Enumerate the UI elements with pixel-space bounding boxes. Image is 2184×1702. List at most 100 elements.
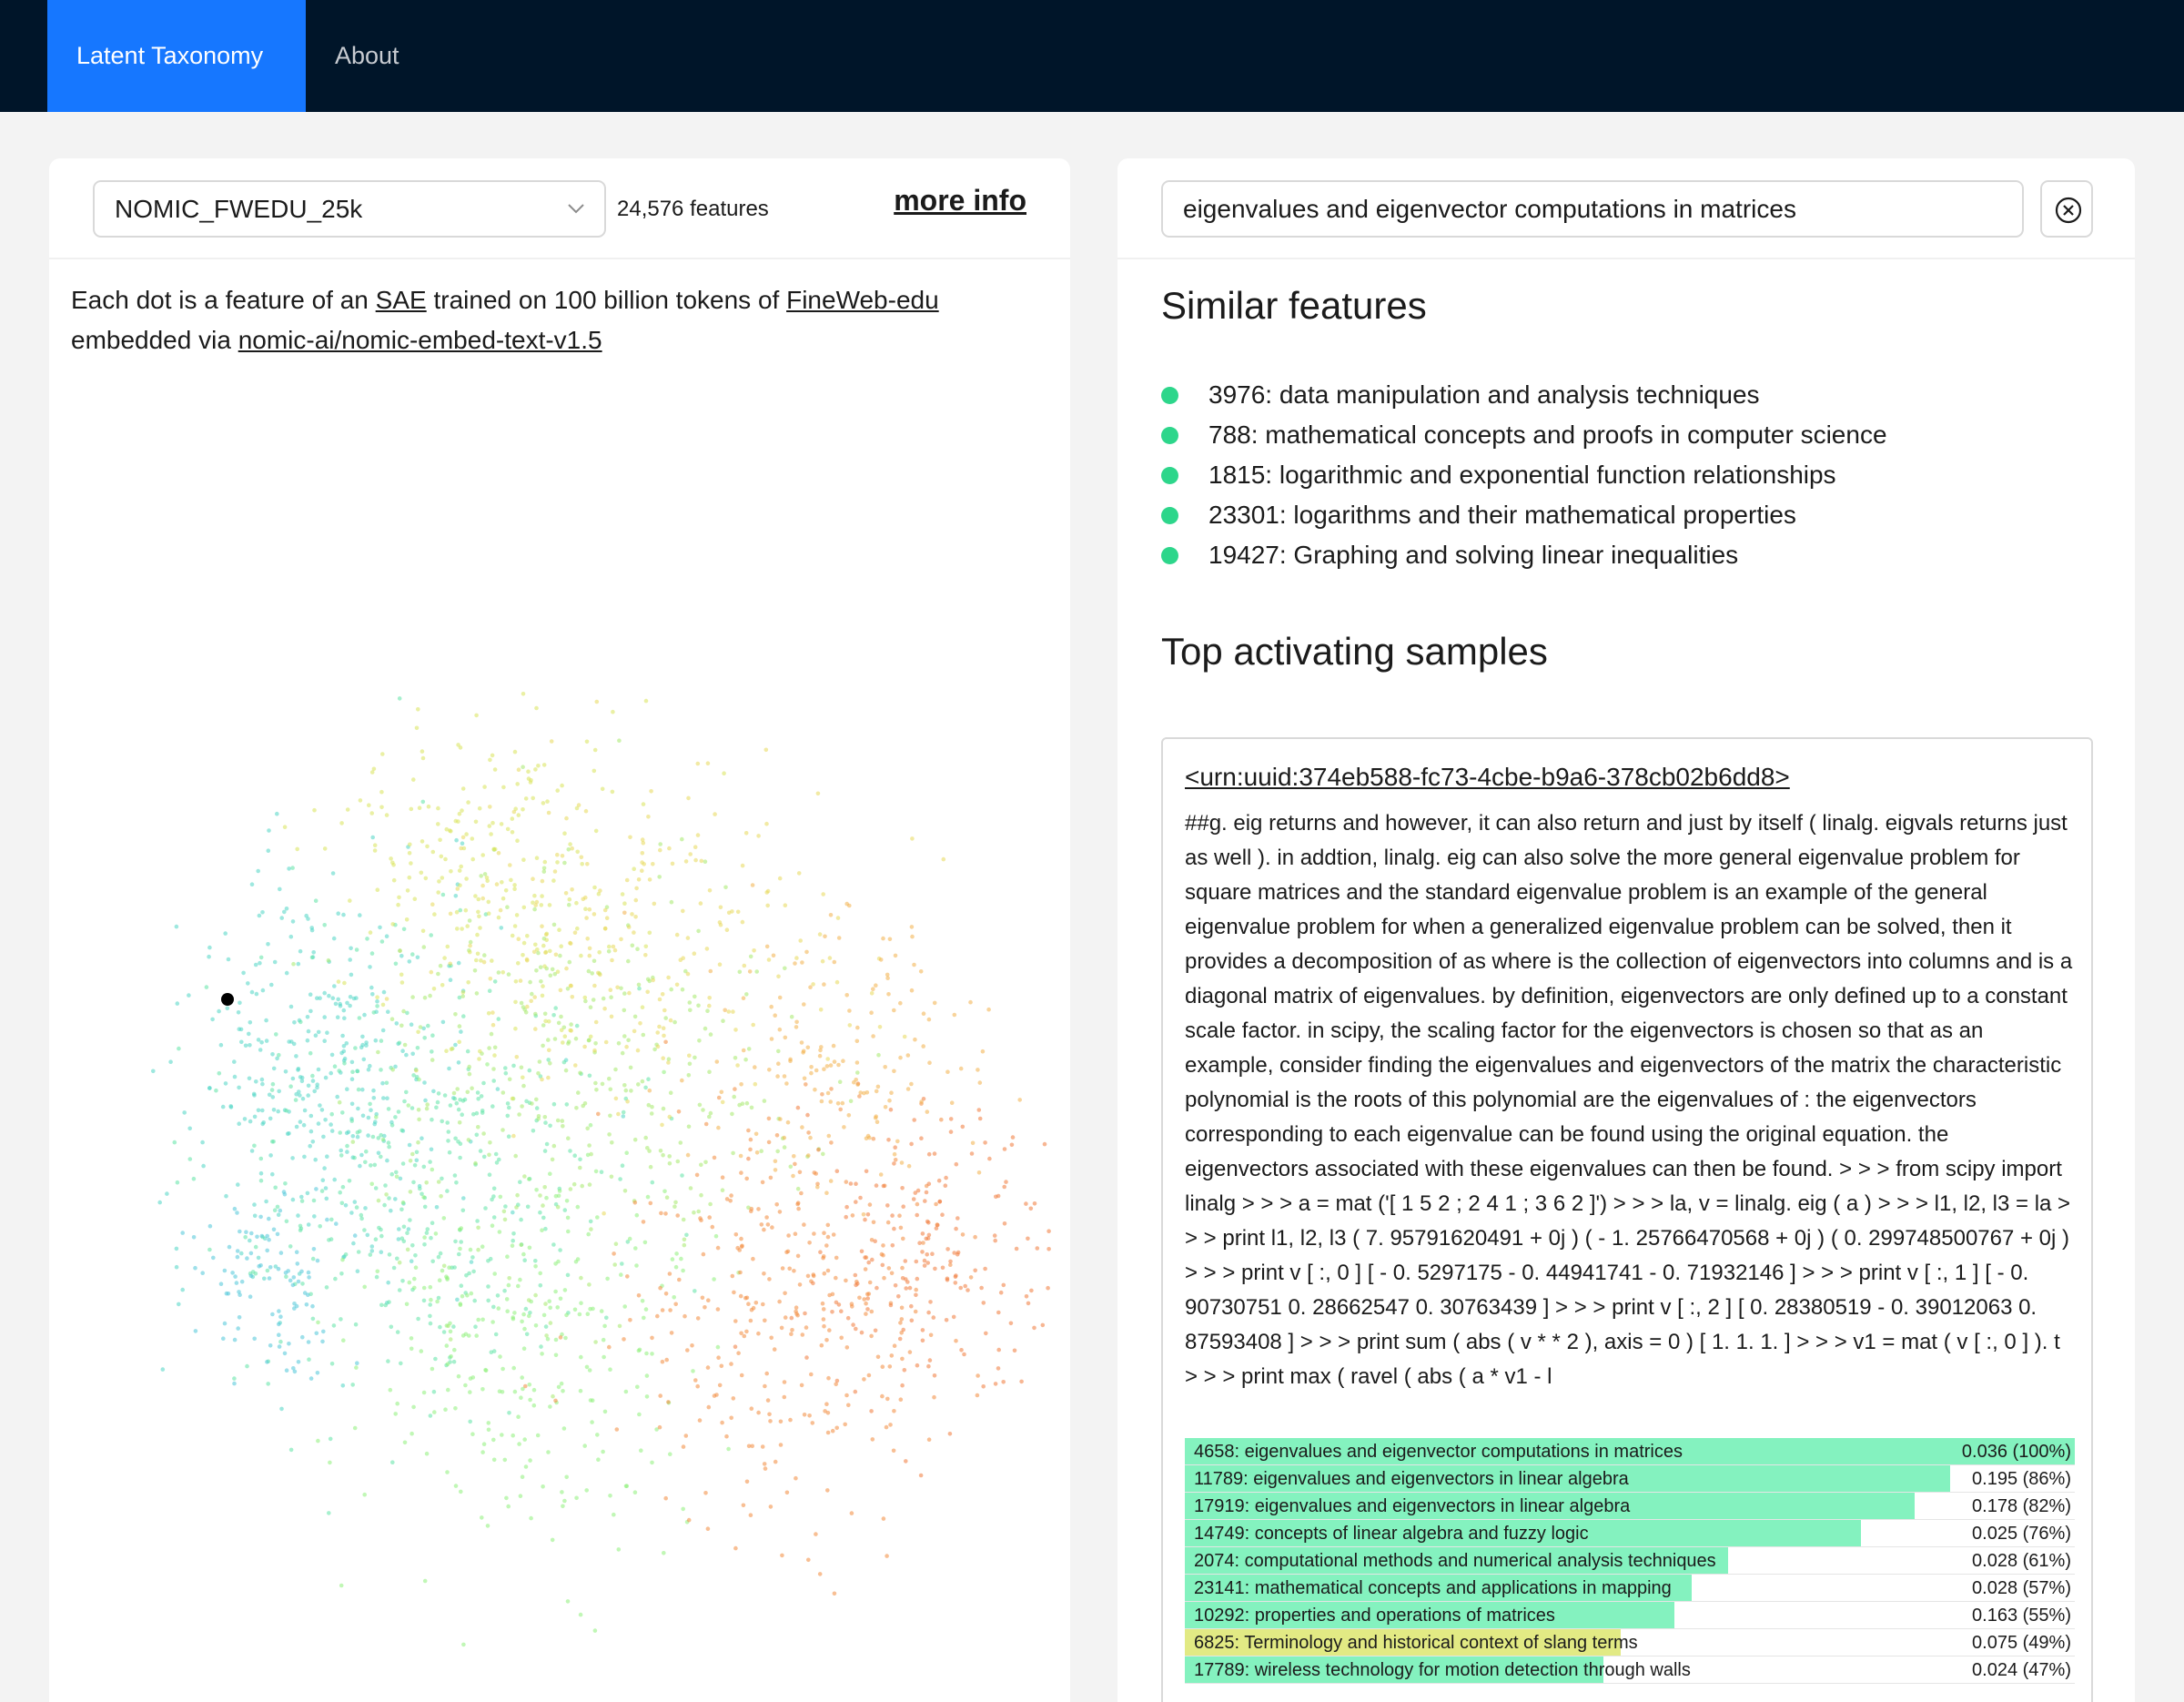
similar-feature-item[interactable]: 19427: Graphing and solving linear inequ… — [1161, 535, 1887, 575]
feature-dot — [516, 1283, 521, 1289]
feature-dot — [252, 1114, 258, 1119]
model-select[interactable]: NOMIC_FWEDU_25k — [93, 180, 606, 238]
feature-dot — [818, 1250, 823, 1254]
feature-dot — [453, 894, 459, 898]
similar-feature-item[interactable]: 23301: logarithms and their mathematical… — [1161, 495, 1887, 535]
feature-dot — [449, 829, 453, 834]
feature-dot — [612, 1262, 617, 1267]
similar-feature-item[interactable]: 3976: data manipulation and analysis tec… — [1161, 375, 1887, 415]
feature-dot — [983, 1140, 987, 1145]
feature-dot — [712, 1277, 716, 1282]
feature-dot — [290, 1282, 296, 1288]
feature-dot — [651, 862, 655, 866]
feature-dot — [524, 1099, 529, 1104]
feature-dot — [795, 1201, 801, 1205]
feature-dot — [622, 1337, 626, 1342]
feature-dot — [857, 1094, 862, 1099]
feature-scatter-plot[interactable] — [49, 158, 1070, 1702]
feature-dot — [633, 915, 638, 919]
feature-dot — [492, 1045, 498, 1050]
feature-dot — [381, 1096, 386, 1100]
feature-dot — [717, 1383, 723, 1388]
feature-dot — [448, 1103, 453, 1108]
feature-dot — [649, 1111, 654, 1116]
feature-dot — [397, 696, 402, 701]
feature-dot — [520, 1319, 524, 1324]
feature-dot — [267, 1237, 271, 1242]
feature-dot — [534, 1188, 539, 1192]
feature-dot — [587, 1368, 592, 1373]
feature-bar-row[interactable]: 10292: properties and operations of matr… — [1185, 1602, 2075, 1629]
feature-dot — [471, 1269, 476, 1274]
feature-dot — [345, 807, 350, 812]
feature-dot — [456, 1140, 460, 1144]
feature-dot — [495, 1087, 500, 1091]
feature-dot — [618, 1177, 622, 1181]
feature-dot — [549, 739, 554, 744]
feature-dot — [900, 1186, 905, 1190]
feature-dot — [299, 1199, 305, 1203]
feature-dot — [540, 894, 544, 898]
feature-dot — [572, 1307, 578, 1312]
feature-dot — [382, 1202, 387, 1208]
feature-dot — [569, 1022, 573, 1027]
feature-dot — [732, 1094, 736, 1099]
feature-dot — [379, 1154, 383, 1160]
feature-dot — [390, 922, 396, 927]
feature-bar-row[interactable]: 14749: concepts of linear algebra and fu… — [1185, 1520, 2075, 1547]
sae-link[interactable]: SAE — [375, 286, 427, 314]
feature-dot — [383, 1302, 389, 1308]
feature-dot — [658, 1149, 663, 1153]
feature-bar-row[interactable]: 2074: computational methods and numerica… — [1185, 1547, 2075, 1575]
feature-dot — [414, 725, 420, 731]
feature-dot — [744, 1176, 749, 1181]
feature-dot — [587, 1073, 592, 1079]
feature-dot — [752, 948, 756, 953]
nav-about[interactable]: About — [335, 42, 399, 69]
feature-bar-fill — [1185, 1656, 1603, 1683]
similar-feature-item[interactable]: 788: mathematical concepts and proofs in… — [1161, 415, 1887, 455]
fineweb-link[interactable]: FineWeb-edu — [786, 286, 939, 314]
feature-dot — [762, 1227, 766, 1232]
feature-dot — [279, 1406, 284, 1412]
sample-id-link[interactable]: <urn:uuid:374eb588-fc73-4cbe-b9a6-378cb0… — [1185, 763, 1790, 791]
feature-dot — [748, 954, 753, 959]
feature-dot — [914, 1287, 918, 1292]
feature-bar-row[interactable]: 6825: Terminology and historical context… — [1185, 1629, 2075, 1656]
feature-dot — [738, 1293, 743, 1299]
feature-bar-row[interactable]: 23141: mathematical concepts and applica… — [1185, 1575, 2075, 1602]
feature-bar-row[interactable]: 17919: eigenvalues and eigenvectors in l… — [1185, 1493, 2075, 1520]
nav-latent-taxonomy[interactable]: Latent Taxonomy — [47, 0, 306, 112]
feature-bar-row[interactable]: 11789: eigenvalues and eigenvectors in l… — [1185, 1465, 2075, 1493]
feature-dot — [445, 1362, 450, 1366]
feature-dot — [491, 1079, 496, 1083]
similar-feature-item[interactable]: 1815: logarithmic and exponential functi… — [1161, 455, 1887, 495]
feature-dot — [389, 1324, 394, 1330]
feature-dot — [540, 1077, 544, 1082]
feature-dot — [561, 1124, 565, 1129]
feature-bar-row[interactable]: 4658: eigenvalues and eigenvector comput… — [1185, 1438, 2075, 1465]
feature-dot — [409, 1336, 414, 1341]
feature-dot — [855, 1070, 860, 1075]
feature-dot — [931, 1315, 936, 1320]
feature-dot — [680, 987, 685, 992]
feature-dot — [490, 1223, 495, 1228]
clear-search-button[interactable] — [2040, 180, 2093, 238]
feature-dot — [386, 1140, 391, 1145]
feature-dot — [794, 956, 799, 960]
feature-dot — [623, 1484, 629, 1489]
feature-dot — [822, 1323, 826, 1329]
embed-model-link[interactable]: nomic-ai/nomic-embed-text-v1.5 — [238, 326, 602, 354]
feature-bar-row[interactable]: 17789: wireless technology for motion de… — [1185, 1656, 2075, 1684]
feature-dot — [617, 738, 622, 743]
feature-dot — [593, 1080, 598, 1086]
feature-dot — [750, 1444, 754, 1449]
feature-dot — [404, 1302, 410, 1307]
feature-search-input[interactable]: eigenvalues and eigenvector computations… — [1161, 180, 2024, 238]
feature-dot — [422, 1080, 427, 1085]
feature-dot — [267, 1276, 272, 1281]
feature-dot — [272, 1208, 278, 1212]
more-info-link[interactable]: more info — [894, 184, 1026, 217]
feature-dot — [353, 1046, 358, 1050]
feature-dot — [609, 995, 613, 999]
